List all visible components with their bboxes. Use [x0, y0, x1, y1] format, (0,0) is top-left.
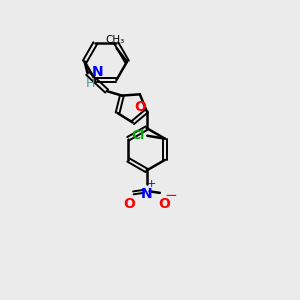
Text: H: H — [86, 77, 95, 90]
Text: +: + — [147, 179, 157, 189]
Text: −: − — [165, 188, 177, 203]
Text: Cl: Cl — [132, 129, 145, 142]
Text: N: N — [92, 65, 103, 79]
Text: O: O — [134, 100, 146, 114]
Text: CH₃: CH₃ — [106, 35, 125, 45]
Text: N: N — [141, 187, 152, 201]
Text: O: O — [158, 197, 170, 211]
Text: O: O — [123, 197, 135, 211]
